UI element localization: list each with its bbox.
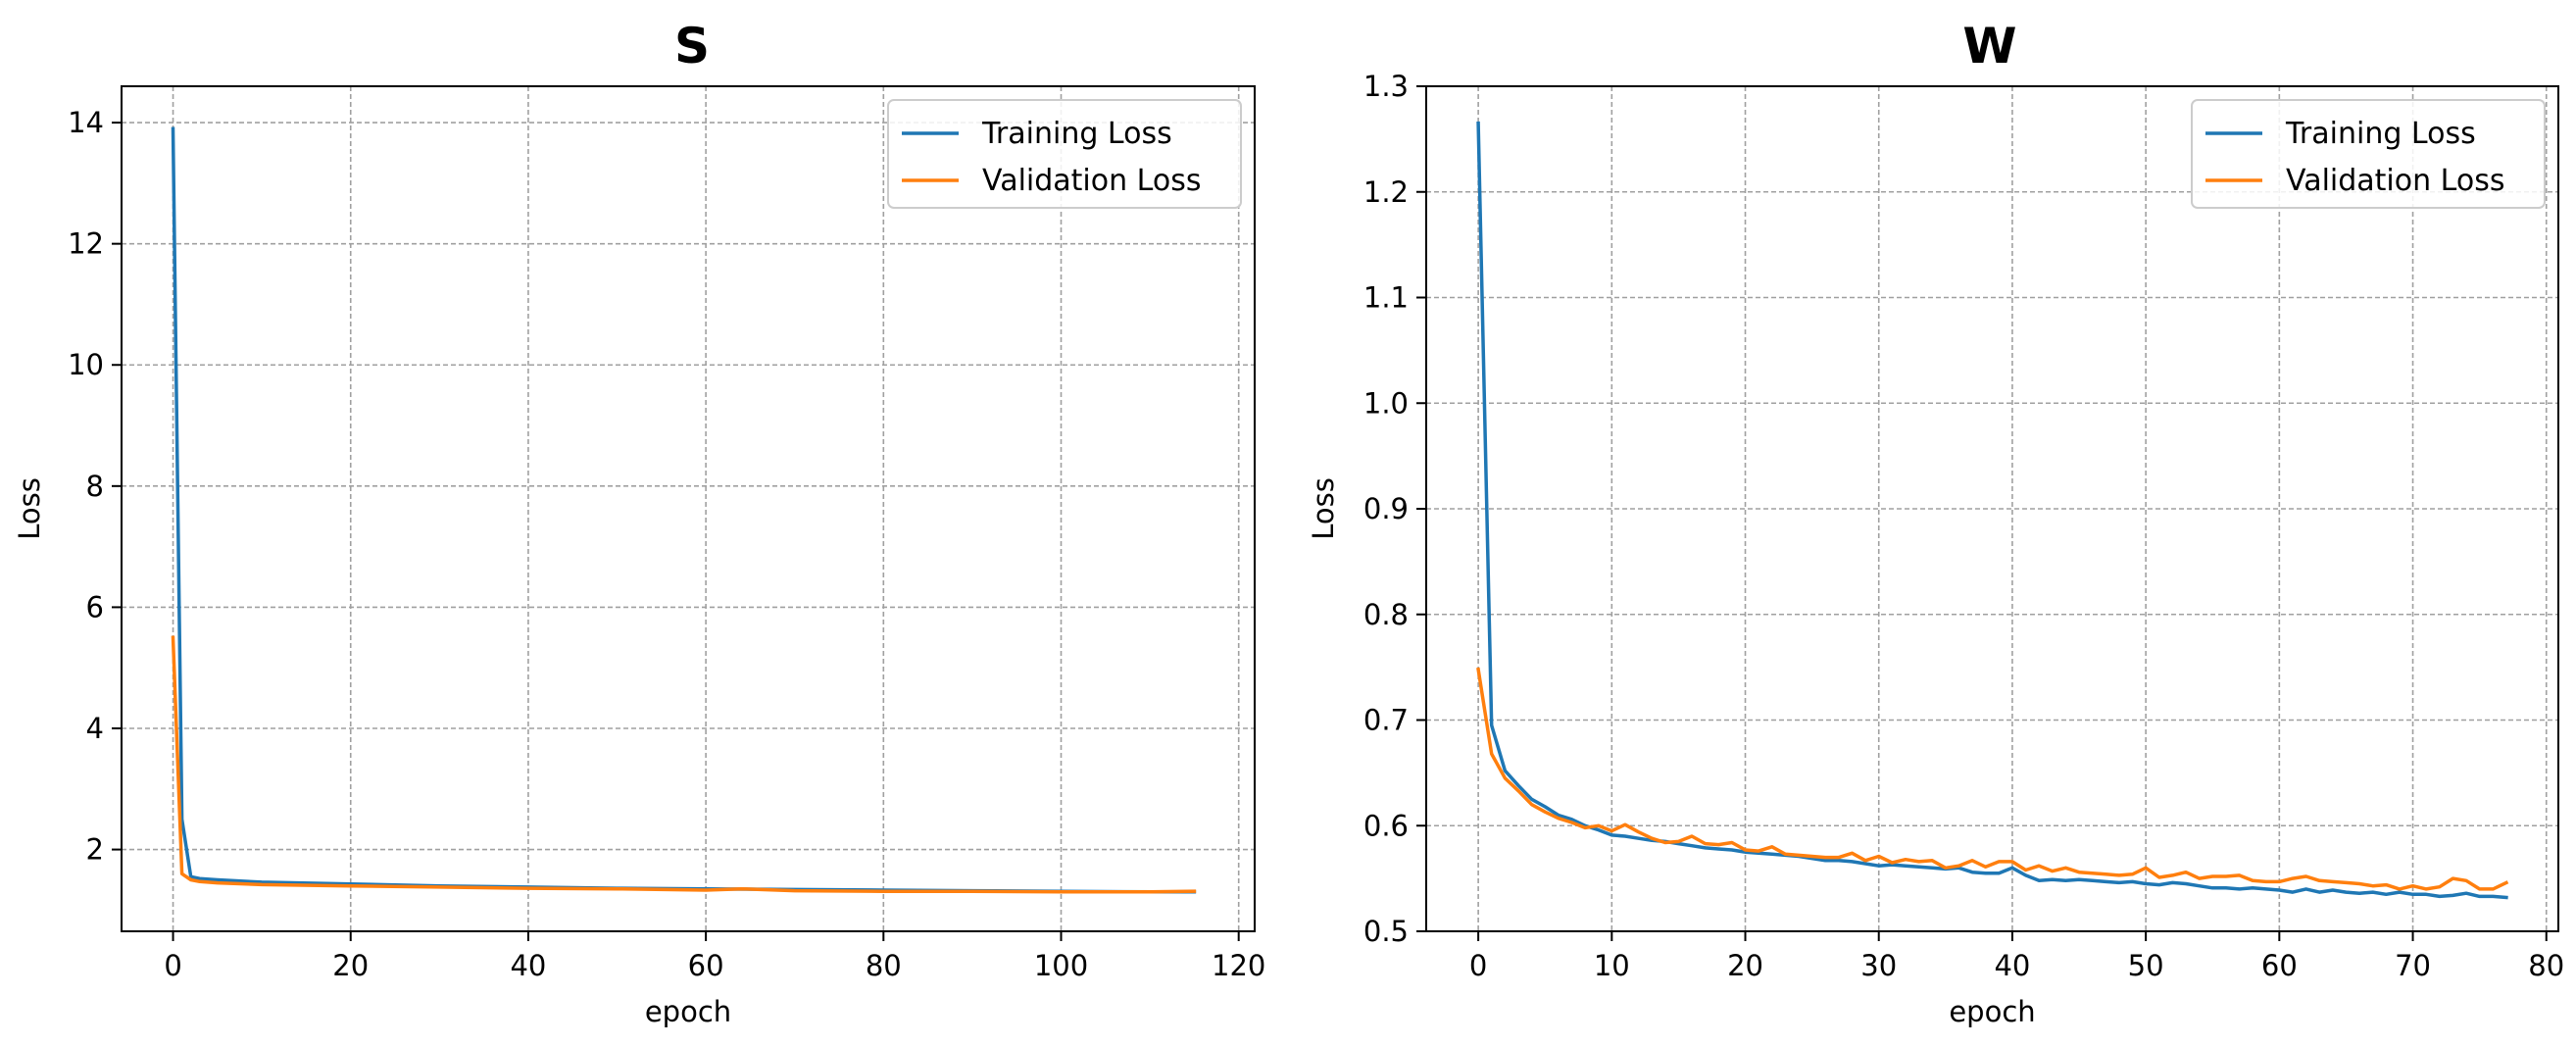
x-tick-label: 120 — [1212, 949, 1265, 982]
x-tick-label: 20 — [1727, 949, 1763, 982]
x-tick-label: 70 — [2395, 949, 2431, 982]
chart-panel-s: S 0 20 40 60 80 100 120 2 4 6 8 10 12 14 epoch Loss Train… — [13, 18, 1265, 1028]
legend: Training Loss Validation Loss — [887, 99, 1242, 209]
y-tick-label: 12 — [68, 227, 104, 261]
y-tick-label: 4 — [86, 712, 104, 745]
y-tick-label: 1.3 — [1363, 70, 1409, 103]
y-tick-label: 14 — [68, 106, 104, 139]
y-axis-label: Loss — [1307, 477, 1340, 540]
series-line-training-loss — [1476, 121, 2508, 900]
y-tick-label: 6 — [86, 590, 104, 623]
x-tick-label: 60 — [688, 949, 724, 982]
y-tick-label: 0.9 — [1363, 492, 1409, 525]
x-tick-label: 0 — [1469, 949, 1487, 982]
x-axis-label: epoch — [645, 995, 731, 1028]
x-tick-label: 30 — [1860, 949, 1897, 982]
x-tick-label: 40 — [1994, 949, 2030, 982]
chart-title: W — [1962, 18, 2016, 75]
chart-title: S — [674, 18, 710, 75]
x-tick-label: 80 — [2528, 949, 2564, 982]
legend-label: Training Loss — [981, 117, 1172, 151]
y-axis-label: Loss — [13, 477, 46, 540]
y-tick-label: 1.2 — [1363, 175, 1409, 209]
y-tick-label: 0.5 — [1363, 915, 1409, 948]
legend-box — [887, 99, 1242, 209]
series-line-validation-loss — [171, 635, 1197, 894]
y-tick-label: 1.0 — [1363, 386, 1409, 420]
chart-panel-w: W 0 10 20 30 40 50 60 70 80 0.5 0.6 0.7 0.8 0.9 1.0 1.1 1… — [1307, 18, 2564, 1028]
x-tick-label: 10 — [1594, 949, 1630, 982]
legend-label: Training Loss — [2285, 117, 2476, 151]
plot-frame — [121, 85, 1256, 932]
y-tick-label: 0.6 — [1363, 809, 1409, 842]
legend-label: Validation Loss — [2286, 164, 2504, 198]
series-line-validation-loss — [1476, 667, 2509, 891]
legend: Training Loss Validation Loss — [2191, 99, 2546, 209]
x-tick-label: 100 — [1034, 949, 1088, 982]
y-tick-label: 0.7 — [1363, 704, 1409, 737]
x-tick-label: 40 — [510, 949, 546, 982]
x-axis-label: epoch — [1949, 995, 2035, 1028]
x-tick-label: 50 — [2128, 949, 2164, 982]
legend-label: Validation Loss — [982, 164, 1201, 198]
y-tick-label: 2 — [86, 833, 104, 867]
x-tick-label: 20 — [332, 949, 369, 982]
x-tick-label: 60 — [2261, 949, 2298, 982]
x-tick-label: 80 — [866, 949, 902, 982]
y-tick-label: 8 — [86, 470, 104, 503]
x-tick-label: 0 — [164, 949, 181, 982]
y-tick-label: 10 — [68, 348, 104, 381]
y-tick-label: 0.8 — [1363, 598, 1409, 631]
legend-box — [2191, 99, 2546, 209]
y-tick-label: 1.1 — [1363, 281, 1409, 315]
